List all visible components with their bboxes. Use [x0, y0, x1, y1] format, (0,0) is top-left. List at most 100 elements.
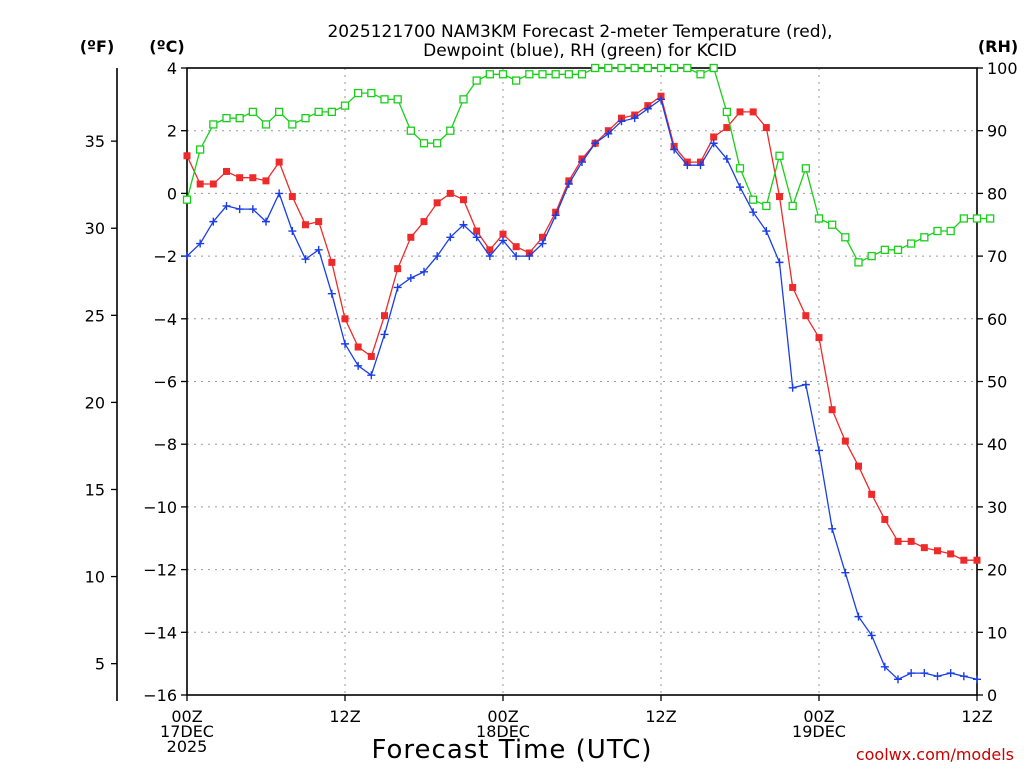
data-point — [893, 245, 903, 254]
axes-layer — [111, 67, 983, 701]
data-point — [459, 95, 468, 104]
data-point — [894, 537, 902, 545]
data-point — [380, 95, 389, 104]
series-layer — [182, 63, 995, 684]
data-point — [564, 70, 573, 79]
series-line — [186, 67, 991, 264]
data-point — [762, 227, 771, 236]
x-tick-label: 12Z — [645, 707, 676, 726]
data-point — [656, 63, 666, 73]
data-point — [920, 544, 928, 552]
rh-axis-unit: (RH) — [978, 37, 1018, 56]
data-point — [525, 70, 534, 79]
x-tick-label: 12Z — [961, 707, 992, 726]
data-point — [762, 124, 770, 132]
data-point — [341, 315, 349, 323]
x-tick-label: 00Z — [803, 707, 834, 726]
data-point — [710, 133, 718, 141]
data-point — [209, 217, 218, 226]
x-tick-label: 17DEC — [160, 722, 214, 741]
data-point — [630, 114, 639, 123]
data-point — [433, 252, 442, 261]
data-point — [248, 205, 257, 214]
data-point — [498, 70, 508, 79]
data-point — [512, 76, 521, 85]
data-point — [788, 201, 797, 211]
data-point — [380, 330, 389, 339]
data-point — [367, 352, 375, 360]
data-point — [947, 550, 955, 558]
series-rh — [182, 63, 995, 267]
fahrenheit-tick-label: 15 — [85, 480, 105, 499]
celsius-tick-label: −16 — [143, 686, 177, 705]
data-point — [381, 312, 388, 320]
data-point — [394, 265, 402, 273]
data-point — [314, 245, 323, 254]
credit-link[interactable]: coolwx.com/models — [856, 745, 1014, 764]
celsius-tick-label: −12 — [143, 561, 177, 580]
data-point — [868, 490, 876, 498]
data-point — [749, 195, 758, 204]
data-point — [249, 174, 257, 182]
rh-tick-label: 60 — [987, 310, 1007, 329]
x-tick-label: 00Z — [487, 707, 518, 726]
rh-tick-label: 80 — [987, 184, 1007, 203]
data-point — [709, 139, 718, 148]
data-point — [328, 258, 336, 266]
data-point — [525, 252, 534, 261]
data-point — [867, 631, 876, 640]
data-point — [499, 230, 507, 238]
data-point — [723, 124, 731, 132]
data-point — [749, 208, 758, 217]
data-point — [814, 214, 824, 223]
data-point — [459, 220, 468, 229]
data-point — [564, 179, 573, 188]
data-point — [801, 164, 810, 173]
data-point — [512, 252, 521, 261]
data-point — [920, 233, 929, 242]
data-point — [551, 70, 560, 79]
data-point — [828, 524, 837, 533]
data-point — [722, 154, 731, 163]
data-point — [538, 70, 547, 79]
data-point — [196, 239, 205, 248]
data-point — [933, 672, 942, 681]
series-line — [186, 98, 978, 681]
data-point — [248, 107, 257, 117]
data-point — [288, 193, 296, 201]
data-point — [433, 139, 442, 148]
rh-tick-label: 10 — [987, 623, 1007, 642]
data-point — [643, 104, 652, 113]
data-point — [446, 233, 455, 242]
data-point — [472, 233, 481, 242]
data-point — [288, 227, 297, 236]
data-point — [907, 537, 915, 545]
data-point — [670, 63, 679, 73]
data-point — [236, 174, 244, 182]
data-point — [182, 195, 192, 204]
data-point — [472, 76, 481, 85]
data-point — [512, 243, 520, 251]
data-point — [367, 88, 376, 98]
data-point — [222, 114, 231, 123]
celsius-tick-label: 2 — [167, 122, 177, 141]
celsius-axis-unit: (ºC) — [149, 37, 184, 56]
data-point — [643, 63, 652, 73]
data-point — [722, 107, 731, 117]
data-point — [183, 152, 191, 160]
data-point — [314, 107, 323, 117]
data-point — [880, 662, 889, 671]
data-point — [473, 227, 481, 235]
data-point — [420, 218, 428, 226]
series-dewpoint — [183, 95, 981, 684]
data-point — [591, 63, 600, 73]
data-point — [406, 126, 415, 135]
data-point — [354, 88, 363, 98]
data-point — [604, 129, 613, 138]
data-point — [854, 612, 863, 621]
celsius-tick-label: −14 — [143, 623, 177, 642]
data-point — [591, 139, 600, 148]
x-tick-label: 18DEC — [476, 722, 530, 741]
data-point — [802, 312, 810, 320]
data-point — [223, 167, 230, 175]
